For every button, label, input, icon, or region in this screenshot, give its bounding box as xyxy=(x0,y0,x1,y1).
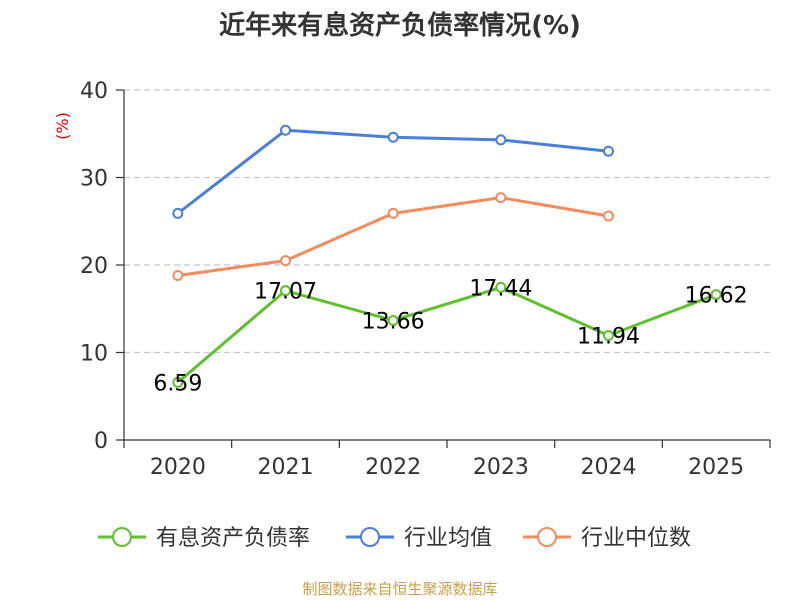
source-note: 制图数据来自恒生聚源数据库 xyxy=(302,580,497,598)
x-tick-label: 2022 xyxy=(365,455,421,480)
data-point xyxy=(172,270,184,281)
data-point xyxy=(172,207,184,219)
legend-label: 行业中位数 xyxy=(581,526,691,551)
chart-title: 近年来有息资产负债率情况(%) xyxy=(219,10,581,41)
data-label: 6.59 xyxy=(153,371,202,396)
data-label: 11.94 xyxy=(577,325,640,350)
x-tick-label: 2024 xyxy=(581,455,637,480)
data-point xyxy=(710,289,722,301)
data-label: 16.62 xyxy=(685,284,748,309)
y-tick-label: 10 xyxy=(80,342,108,367)
legend-swatch-marker xyxy=(537,527,557,547)
data-point xyxy=(603,330,614,342)
data-point xyxy=(495,134,507,146)
legend: 有息资产负债率 行业均值 行业中位数 xyxy=(98,526,691,551)
legend-label: 行业均值 xyxy=(404,526,492,551)
y-tick-label: 40 xyxy=(80,79,108,104)
data-point xyxy=(172,376,184,388)
x-tick-label: 2025 xyxy=(688,455,744,480)
data-point xyxy=(603,210,614,222)
data-point xyxy=(280,255,291,267)
legend-label: 有息资产负债率 xyxy=(156,526,310,551)
x-tick-label: 2023 xyxy=(473,455,529,480)
data-point xyxy=(495,192,507,204)
y-tick-label: 0 xyxy=(94,429,108,454)
data-point xyxy=(280,124,291,136)
y-axis-unit-label: (%) xyxy=(53,112,72,140)
data-point xyxy=(280,285,291,297)
data-point xyxy=(387,131,399,143)
data-labels: 6.59 17.07 13.66 17.44 11.94 16.62 xyxy=(153,276,747,396)
legend-swatch-marker xyxy=(360,527,380,547)
data-point xyxy=(603,145,614,157)
x-tick-label: 2020 xyxy=(150,455,206,480)
y-tick-label: 20 xyxy=(80,254,108,279)
data-label: 13.66 xyxy=(362,309,425,334)
series-line xyxy=(176,285,717,384)
series-lines xyxy=(172,124,722,388)
axes: 0 10 20 30 40 2020 2021 2022 2023 2024 2025 xyxy=(80,79,771,480)
x-tick-label: 2021 xyxy=(258,455,314,480)
data-point xyxy=(387,207,399,219)
data-label: 17.07 xyxy=(254,280,317,305)
data-point xyxy=(495,281,507,293)
legend-swatch-marker xyxy=(112,527,132,547)
data-point xyxy=(387,314,399,326)
data-label: 17.44 xyxy=(469,276,532,301)
y-tick-label: 30 xyxy=(80,167,108,192)
grid-lines xyxy=(124,89,770,354)
